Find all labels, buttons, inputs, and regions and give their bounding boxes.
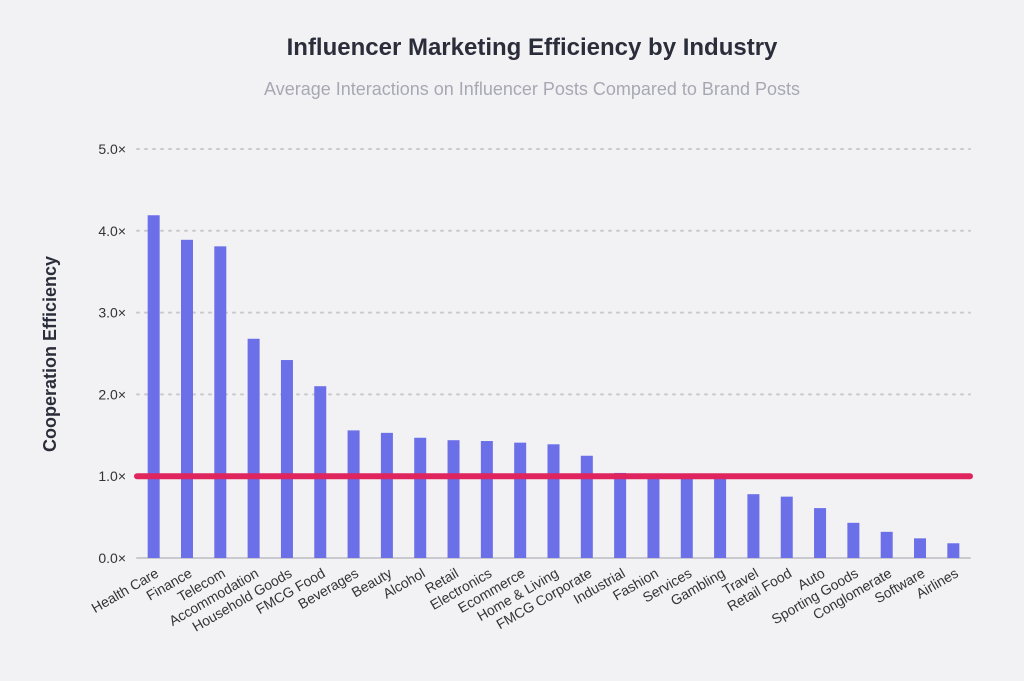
- bar: [614, 472, 627, 558]
- bar: [680, 477, 693, 558]
- y-tick-label: 3.0×: [98, 305, 126, 321]
- y-tick-label: 0.0×: [98, 550, 126, 566]
- bar: [547, 444, 560, 558]
- bar: [180, 239, 193, 558]
- bar: [280, 360, 293, 558]
- bar: [580, 455, 593, 558]
- bar: [514, 442, 527, 558]
- y-tick-label: 2.0×: [98, 386, 126, 402]
- bar: [147, 215, 160, 558]
- bar: [880, 531, 893, 558]
- bar: [214, 246, 227, 559]
- y-tick-label: 5.0×: [98, 141, 126, 157]
- bar: [780, 496, 793, 558]
- bar: [414, 437, 427, 558]
- chart-title: Influencer Marketing Efficiency by Indus…: [287, 34, 778, 61]
- bar: [914, 538, 927, 558]
- bar: [647, 477, 660, 558]
- bar: [947, 543, 960, 558]
- y-tick-label: 4.0×: [98, 223, 126, 239]
- bar: [447, 440, 460, 558]
- bar: [247, 338, 260, 558]
- bar: [714, 478, 727, 558]
- bar: [814, 508, 827, 558]
- y-axis-label: Cooperation Efficiency: [40, 256, 60, 452]
- chart-subtitle: Average Interactions on Influencer Posts…: [264, 79, 800, 99]
- bar: [747, 494, 760, 558]
- bar: [314, 386, 327, 558]
- bar: [480, 441, 493, 558]
- bar: [347, 430, 360, 558]
- bar: [847, 522, 860, 558]
- y-tick-label: 1.0×: [98, 468, 126, 484]
- bar: [380, 432, 393, 558]
